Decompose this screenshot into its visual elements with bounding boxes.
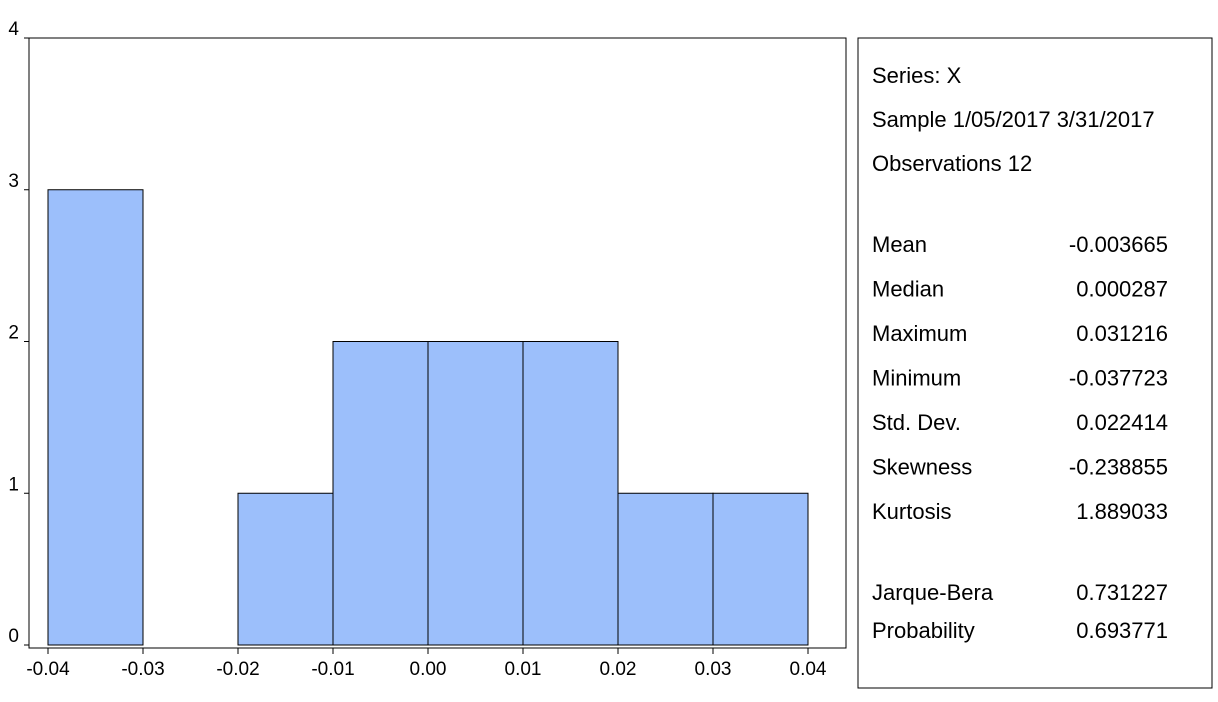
histogram-bar <box>237 492 334 646</box>
histogram-bar <box>47 189 144 646</box>
x-tick-label: 0.02 <box>600 659 637 680</box>
stat-value: 0.693771 <box>1076 618 1168 643</box>
x-tick-label: 0.00 <box>410 659 447 680</box>
stat-value: -0.003665 <box>1069 232 1168 257</box>
x-tick-label: 0.01 <box>505 659 542 680</box>
stat-label: Kurtosis <box>872 499 951 524</box>
stat-value: 0.000287 <box>1076 276 1168 301</box>
histogram-bar <box>712 492 809 646</box>
stat-label: Skewness <box>872 454 972 479</box>
stat-value: 0.022414 <box>1076 410 1168 435</box>
y-tick-label: 0 <box>8 626 19 647</box>
y-tick-label: 1 <box>8 474 19 495</box>
x-tick-label: -0.01 <box>311 659 354 680</box>
stat-value: -0.238855 <box>1069 454 1168 479</box>
histogram-bar <box>332 341 429 646</box>
y-tick-label: 3 <box>8 171 19 192</box>
stat-label: Mean <box>872 232 927 257</box>
x-tick-label: -0.02 <box>216 659 259 680</box>
stat-value: 1.889033 <box>1076 499 1168 524</box>
x-tick-label: 0.03 <box>695 659 732 680</box>
stat-value: 0.031216 <box>1076 321 1168 346</box>
stats-header: Sample 1/05/2017 3/31/2017 <box>872 107 1155 132</box>
stats-panel <box>857 37 1213 689</box>
histogram-bar <box>617 492 714 646</box>
stats-header: Series: X <box>872 63 962 88</box>
x-tick-label: 0.04 <box>790 659 827 680</box>
histogram-bar <box>427 341 524 646</box>
stat-label: Jarque-Bera <box>872 580 994 605</box>
stat-label: Std. Dev. <box>872 410 961 435</box>
y-tick-label: 4 <box>8 19 19 40</box>
stat-label: Minimum <box>872 365 961 390</box>
y-tick-label: 2 <box>8 323 19 344</box>
stat-label: Median <box>872 276 944 301</box>
histogram-bar <box>522 341 619 646</box>
stat-value: 0.731227 <box>1076 580 1168 605</box>
stats-header: Observations 12 <box>872 151 1032 176</box>
stat-label: Maximum <box>872 321 967 346</box>
stat-label: Probability <box>872 618 975 643</box>
stat-value: -0.037723 <box>1069 365 1168 390</box>
x-tick-label: -0.03 <box>121 659 164 680</box>
x-tick-label: -0.04 <box>26 659 70 680</box>
